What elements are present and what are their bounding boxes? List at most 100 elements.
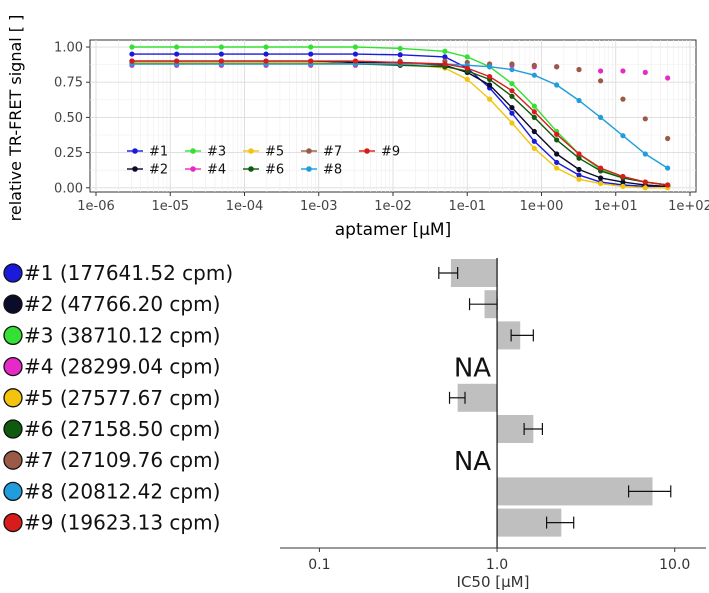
- data-point: [597, 68, 604, 74]
- data-point: [352, 51, 359, 57]
- data-point: [308, 58, 314, 64]
- data-point: [509, 81, 515, 87]
- data-point: [620, 68, 626, 74]
- data-point: [487, 64, 493, 70]
- na-label: NA: [454, 354, 491, 384]
- data-point: [442, 48, 448, 54]
- data-point: [665, 135, 671, 142]
- legend-key-point: [306, 148, 312, 154]
- data-point: [174, 44, 180, 50]
- legend-key-point: [190, 166, 196, 172]
- data-point: [352, 44, 359, 50]
- x-tick-label: 1e-02: [374, 199, 412, 214]
- data-point: [174, 51, 180, 57]
- data-point: [597, 114, 604, 121]
- legend: #1 #3 #5 #7 #9 #2 #4 #6 #8: [127, 145, 400, 178]
- sample-color-marker: [3, 512, 23, 533]
- sample-color-marker: [3, 325, 23, 346]
- sample-label: #7 (27109.76 cpm): [24, 448, 220, 472]
- data-point: [509, 93, 515, 99]
- data-point: [642, 151, 648, 157]
- bar: [450, 259, 498, 287]
- data-point: [263, 58, 269, 64]
- sample-color-marker: [3, 356, 23, 377]
- series-line: [132, 60, 668, 186]
- legend-label: #6: [265, 163, 284, 178]
- na-label: NA: [454, 447, 491, 477]
- data-point: [531, 109, 537, 115]
- data-point: [576, 151, 582, 157]
- x-tick-label: 0.1: [308, 557, 330, 573]
- x-tick-label: 10.0: [659, 557, 690, 573]
- data-point: [597, 180, 604, 187]
- data-point: [352, 58, 359, 64]
- data-point: [129, 58, 135, 64]
- sample-label: #5 (27577.67 cpm): [24, 386, 220, 410]
- data-point: [576, 172, 582, 178]
- data-point: [554, 131, 560, 137]
- series-line: [132, 46, 668, 186]
- data-point: [642, 69, 648, 75]
- data-point: [554, 82, 560, 88]
- sample-label: #1 (177641.52 cpm): [24, 261, 233, 285]
- x-axis-label: aptamer [µM]: [335, 220, 451, 240]
- data-point: [531, 103, 537, 109]
- bar: [497, 321, 521, 350]
- data-point: [642, 185, 648, 191]
- data-point: [576, 66, 582, 73]
- data-point: [531, 72, 537, 78]
- data-point: [531, 114, 537, 121]
- sample-label: #6 (27158.50 cpm): [24, 417, 220, 441]
- ic50-panel: #1 (177641.52 cpm) #2 (47766.20 cpm) #3 (3…: [3, 258, 706, 591]
- data-point: [597, 78, 604, 84]
- data-point: [665, 75, 671, 81]
- data-point: [487, 73, 493, 80]
- data-point: [665, 165, 671, 171]
- data-point: [397, 45, 403, 52]
- x-axis-ticks: 0.1 1.0 10.0: [308, 548, 690, 573]
- curve-panel: 1e-06 1e-05 1e-04 1e-03 1e-02 1e-01 1e+00 1e+01…: [6, 15, 709, 240]
- legend-label: #8: [323, 163, 342, 178]
- sample-color-marker: [3, 481, 23, 502]
- data-point: [531, 145, 537, 151]
- sample-color-marker: [3, 263, 23, 283]
- x-tick-label: 1e-03: [300, 199, 338, 214]
- x-tick-label: 1.0: [486, 557, 508, 573]
- y-axis-label: relative TR-FRET signal [ ]: [6, 15, 25, 222]
- data-point: [442, 54, 448, 60]
- legend-label: #7: [323, 145, 342, 160]
- data-point: [218, 44, 224, 50]
- sample-label: #9 (19623.13 cpm): [24, 511, 220, 535]
- data-point: [464, 76, 470, 83]
- data-point: [597, 175, 604, 181]
- data-point: [509, 61, 515, 67]
- series-line: [132, 61, 668, 189]
- category-labels: #1 (177641.52 cpm) #2 (47766.20 cpm) #3 (3…: [3, 261, 233, 535]
- data-point: [464, 54, 470, 60]
- sample-color-marker: [3, 294, 23, 314]
- data-point: [531, 138, 537, 144]
- data-point: [509, 88, 515, 94]
- legend-key-point: [132, 148, 138, 154]
- data-point: [509, 66, 515, 73]
- data-point: [554, 159, 560, 166]
- data-point: [442, 61, 448, 67]
- sample-label: #3 (38710.12 cpm): [24, 323, 220, 347]
- data-point: [218, 51, 224, 57]
- data-point: [263, 51, 269, 57]
- data-point: [531, 62, 537, 68]
- data-point: [129, 44, 135, 50]
- sample-label: #2 (47766.20 cpm): [24, 292, 220, 316]
- data-point: [174, 58, 180, 64]
- data-point: [129, 51, 135, 57]
- legend-label: #3: [207, 145, 226, 160]
- data-point: [308, 51, 314, 57]
- sample-color-marker: [3, 388, 23, 408]
- data-point: [218, 58, 224, 64]
- data-point: [487, 82, 493, 88]
- data-point: [597, 165, 604, 171]
- data-point: [464, 65, 470, 71]
- data-point: [487, 96, 493, 102]
- x-tick-label: 1e-05: [151, 199, 189, 214]
- y-tick-label: 1.00: [54, 41, 83, 56]
